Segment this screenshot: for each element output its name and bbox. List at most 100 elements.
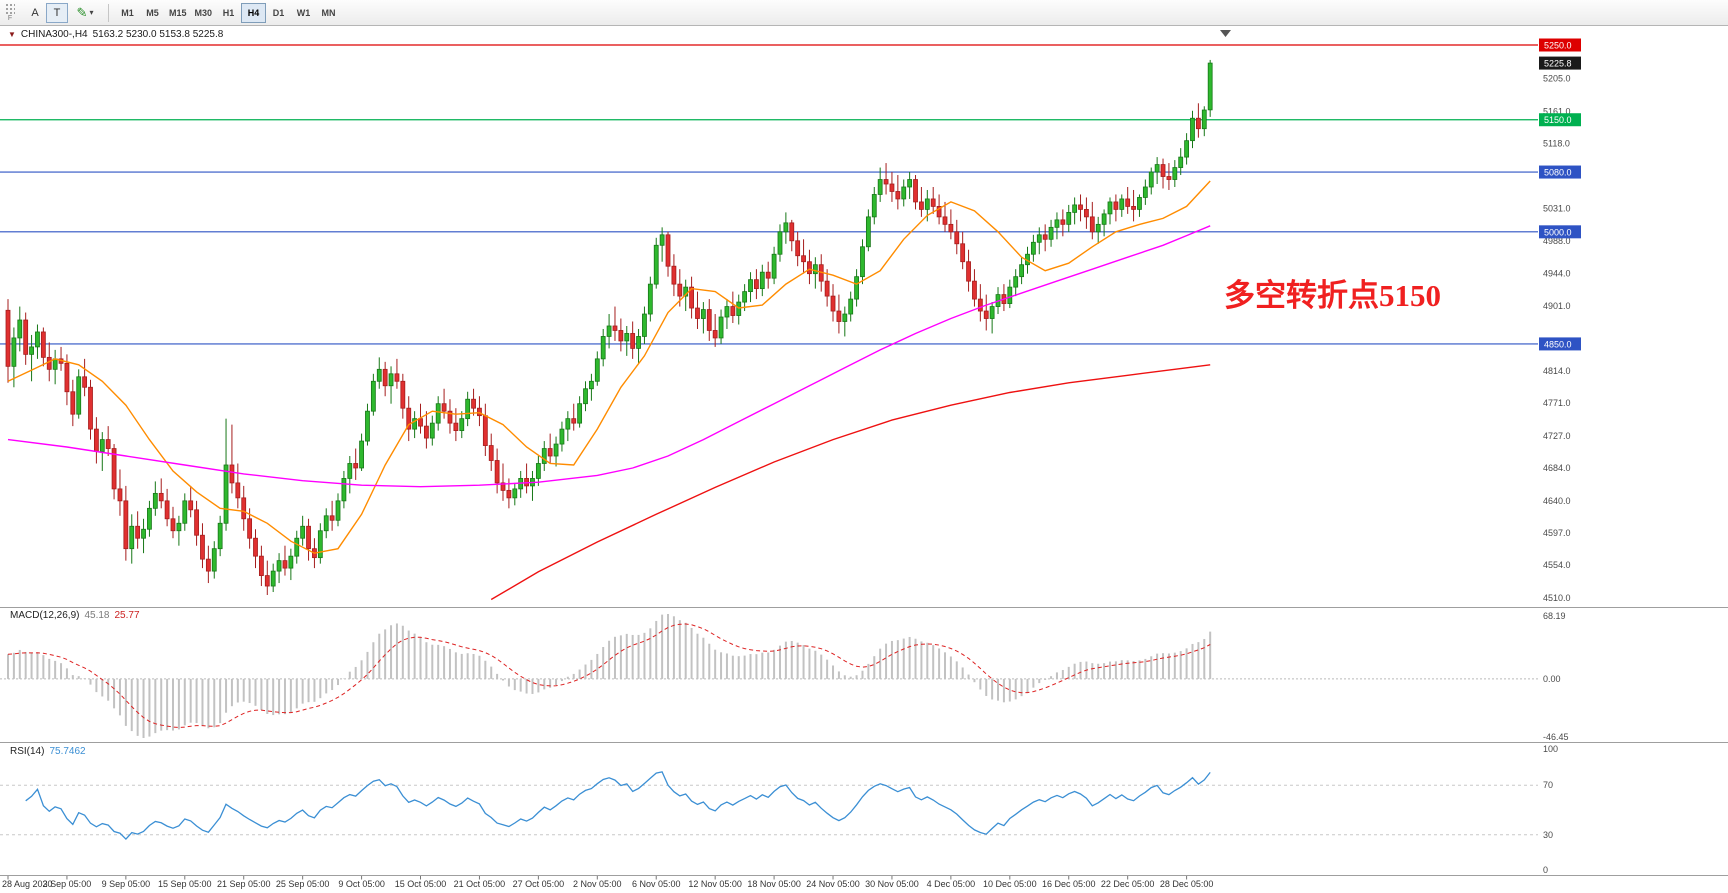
price-tick: 4597.0	[1543, 528, 1571, 538]
time-axis-label: 4 Dec 05:00	[927, 879, 976, 889]
time-axis-label: 16 Dec 05:00	[1042, 879, 1096, 889]
price-tick: 4727.0	[1543, 431, 1571, 441]
time-axis-label: 22 Dec 05:00	[1101, 879, 1155, 889]
svg-text:68.19: 68.19	[1543, 611, 1566, 621]
svg-text:5150.0: 5150.0	[1544, 115, 1572, 125]
svg-text:100: 100	[1543, 744, 1558, 754]
timeframe-m15[interactable]: M15	[165, 3, 191, 23]
chart-title: ▼ CHINA300-,H4 5163.2 5230.0 5153.8 5225…	[8, 29, 223, 40]
macd-histogram	[7, 614, 1212, 738]
timeframe-m30[interactable]: M30	[191, 3, 217, 23]
price-tick: 4640.0	[1543, 496, 1571, 506]
timeframe-buttons: M1 M5 M15 M30 H1 H4 D1 W1 MN	[115, 2, 341, 23]
price-tick: 4901.0	[1543, 301, 1571, 311]
time-axis-label: 9 Sep 05:00	[102, 879, 151, 889]
time-axis-label: 25 Sep 05:00	[276, 879, 330, 889]
symbol-marker-icon: ▼	[8, 30, 16, 39]
pencil-icon: ✎	[76, 5, 88, 20]
toolbar: F A T ✎ ▾ M1 M5 M15 M30 H1 H4 D1 W1 MN	[0, 0, 1728, 26]
price-tick: 4814.0	[1543, 366, 1571, 376]
toolbar-grip-label: F	[7, 15, 13, 22]
rsi-scale[interactable]: 100 70 30 0	[1543, 744, 1558, 875]
timeframe-h1[interactable]: H1	[216, 3, 241, 23]
timeframe-w1[interactable]: W1	[291, 3, 316, 23]
time-axis-label: 6 Nov 05:00	[632, 879, 681, 889]
price-level-lines[interactable]	[0, 44, 1538, 345]
level-price-badge	[1539, 165, 1581, 179]
price-scale[interactable]: 5205.0 5161.0 5118.0 5031.0 4988.0 4944.0 4901…	[1539, 38, 1581, 604]
rsi-name: RSI(14)	[10, 746, 45, 757]
price-tick: 4510.0	[1543, 593, 1571, 603]
chevron-down-icon: ▾	[89, 8, 94, 17]
time-axis-label: 28 Dec 05:00	[1160, 879, 1214, 889]
time-axis-label: 2 Nov 05:00	[573, 879, 622, 889]
macd-main-value: 45.18	[84, 610, 110, 621]
time-axis-label: 15 Oct 05:00	[395, 879, 447, 889]
svg-text:5000.0: 5000.0	[1544, 227, 1572, 237]
time-axis-label: 21 Oct 05:00	[454, 879, 506, 889]
chart-annotation: 多空转折点5150	[1224, 278, 1441, 313]
svg-text:5225.8: 5225.8	[1544, 59, 1572, 69]
time-axis-label: 15 Sep 05:00	[158, 879, 212, 889]
price-tick: 5161.0	[1543, 107, 1571, 117]
time-axis-label: 21 Sep 05:00	[217, 879, 271, 889]
time-axis-label: 3 Sep 05:00	[43, 879, 92, 889]
macd-scale[interactable]: 68.19 0.00 -46.45	[1543, 611, 1569, 742]
overlay-ma-slow-red	[490, 364, 1211, 601]
timeframe-m1[interactable]: M1	[115, 3, 140, 23]
svg-text:70: 70	[1543, 780, 1553, 790]
time-axis-label: 18 Nov 05:00	[747, 879, 801, 889]
time-axis-label: 12 Nov 05:00	[688, 879, 742, 889]
level-price-badge	[1539, 113, 1581, 127]
colors-dropdown[interactable]: ✎ ▾	[68, 3, 102, 23]
price-shift-marker[interactable]	[1220, 30, 1231, 37]
level-price-badge	[1539, 38, 1581, 52]
svg-text:0.00: 0.00	[1543, 674, 1561, 684]
svg-text:30: 30	[1543, 830, 1553, 840]
symbol-period-label: CHINA300-,H4	[20, 29, 88, 40]
price-tick: 5118.0	[1543, 139, 1570, 149]
ohlc-values: 5163.2 5230.0 5153.8 5225.8	[92, 29, 224, 40]
svg-text:4850.0: 4850.0	[1544, 339, 1572, 349]
level-price-badge	[1539, 337, 1581, 351]
grip-dots-icon	[5, 3, 15, 15]
macd-label: MACD(12,26,9) 45.18 25.77	[10, 610, 140, 621]
price-tick: 4771.0	[1543, 398, 1571, 408]
current-price-badge	[1539, 56, 1581, 70]
price-tick: 4684.0	[1543, 463, 1571, 473]
time-axis-label: 9 Oct 05:00	[338, 879, 385, 889]
toolbar-separator	[108, 3, 109, 22]
price-tick: 4988.0	[1543, 236, 1571, 246]
rsi-value: 75.7462	[49, 746, 86, 757]
rsi-label: RSI(14) 75.7462	[10, 746, 86, 757]
macd-name: MACD(12,26,9)	[10, 610, 80, 621]
arrow-tool-button[interactable]: A	[24, 3, 46, 23]
timeframe-m5[interactable]: M5	[140, 3, 165, 23]
overlay-ma-fast-orange	[7, 180, 1211, 554]
timeframe-d1[interactable]: D1	[266, 3, 291, 23]
rsi-line	[25, 771, 1211, 841]
time-axis-label: 28 Aug 2020	[2, 879, 53, 889]
price-tick: 4554.0	[1543, 560, 1571, 570]
price-tick: 4944.0	[1543, 269, 1571, 279]
candlestick-series	[5, 59, 1213, 596]
svg-text:0: 0	[1543, 865, 1548, 875]
svg-text:5080.0: 5080.0	[1544, 168, 1572, 178]
text-tool-button[interactable]: T	[46, 2, 68, 23]
time-axis-label: 30 Nov 05:00	[865, 879, 919, 889]
toolbar-grip[interactable]: F	[2, 3, 18, 22]
svg-text:5250.0: 5250.0	[1544, 41, 1572, 51]
time-axis-label: 24 Nov 05:00	[806, 879, 860, 889]
timeframe-h4[interactable]: H4	[241, 2, 267, 23]
level-price-badge	[1539, 225, 1581, 239]
macd-signal-value: 25.77	[114, 610, 140, 621]
overlay-ma-mid-magenta	[7, 225, 1211, 488]
price-tick: 5031.0	[1543, 204, 1571, 214]
svg-text:-46.45: -46.45	[1543, 732, 1569, 742]
timeframe-mn[interactable]: MN	[316, 3, 341, 23]
price-tick: 5205.0	[1543, 74, 1571, 84]
time-axis-label: 10 Dec 05:00	[983, 879, 1037, 889]
time-axis-label: 27 Oct 05:00	[513, 879, 565, 889]
